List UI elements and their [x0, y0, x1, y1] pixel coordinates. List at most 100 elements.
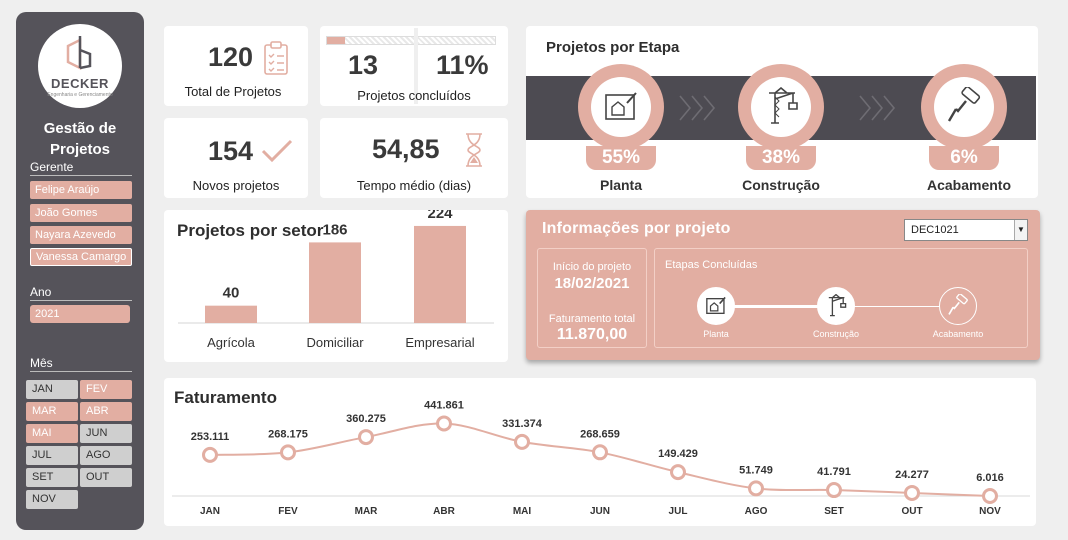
data-point: [670, 464, 686, 481]
crane-icon: [828, 294, 847, 317]
project-select-value: DEC1021: [911, 224, 959, 236]
stage-construcao-label: Construção: [742, 177, 820, 193]
data-point: [748, 480, 764, 497]
data-label: 253.111: [191, 431, 230, 443]
data-point: [826, 482, 842, 499]
clipboard-icon: [264, 41, 288, 75]
step-construcao: [817, 287, 855, 325]
ano-label: Ano: [30, 285, 132, 301]
data-label: 441.861: [424, 400, 464, 412]
faturamento-card: Faturamento 253.111 JAN 268.175 FEV 360.275 M…: [164, 378, 1036, 526]
month-button-nov[interactable]: NOV: [26, 490, 78, 509]
faturamento-line-chart: 253.111 JAN 268.175 FEV 360.275 MAR 441.861 ABR…: [172, 400, 1030, 517]
inicio-value: 18/02/2021: [554, 275, 630, 292]
month-button-jan[interactable]: JAN: [26, 380, 78, 399]
bar-1: [309, 242, 361, 323]
etapas-card: Projetos por Etapa 55% Planta 38% Constr…: [526, 26, 1038, 198]
data-point: [982, 487, 998, 504]
card-divider: [414, 28, 418, 104]
stage-planta: [578, 64, 664, 150]
sidebar-title: Gestão de Projetos: [43, 120, 117, 158]
chevron-down-icon[interactable]: ▼: [1014, 220, 1027, 240]
stage-acabamento-pct: 6%: [929, 146, 999, 170]
kpi-concluidos-card: 13 11% Projetos concluídos: [320, 26, 508, 106]
bar-category-label: Empresarial: [405, 335, 474, 350]
kpi-concluidos-label: Projetos concluídos: [357, 88, 471, 103]
paint-roller-icon: [948, 294, 968, 315]
month-button-mar[interactable]: MAR: [26, 402, 78, 421]
logo: DECKER Engenharia e Gerenciamento: [38, 24, 122, 108]
progress-line-done: [717, 305, 837, 308]
bar-value-label: 224: [427, 210, 453, 222]
step-acabamento: [939, 287, 977, 325]
etapas-concluidas-label: Etapas Concluídas: [665, 259, 758, 271]
ano-filter-item[interactable]: 2021: [30, 305, 130, 323]
data-label: 268.659: [580, 428, 620, 440]
hourglass-icon: [466, 133, 482, 167]
x-tick-label: JAN: [200, 506, 220, 517]
gerente-filter-item[interactable]: Vanessa Camargo: [30, 248, 132, 266]
data-label: 149.429: [658, 448, 698, 460]
kpi-novos-value: 154: [208, 136, 254, 166]
month-button-ago[interactable]: AGO: [80, 446, 132, 465]
kpi-concluidos-pct: 11%: [436, 50, 489, 80]
gerente-filter-item[interactable]: Nayara Azevedo: [30, 226, 132, 244]
kpi-tempo-card: 54,85 Tempo médio (dias): [320, 118, 508, 198]
info-title: Informações por projeto: [542, 220, 731, 237]
inicio-label: Início do projeto: [552, 261, 632, 273]
month-button-jun[interactable]: JUN: [80, 424, 132, 443]
data-point: [358, 429, 374, 446]
month-button-fev[interactable]: FEV: [80, 380, 132, 399]
month-button-jul[interactable]: JUL: [26, 446, 78, 465]
month-button-out[interactable]: OUT: [80, 468, 132, 487]
kpi-novos-label: Novos projetos: [192, 178, 280, 193]
kpi-total-value: 120: [208, 42, 254, 72]
step-acabamento-label: Acabamento: [932, 329, 984, 339]
crane-icon: [769, 87, 798, 124]
chevrons-icon: [859, 95, 896, 121]
x-tick-label: JUN: [590, 506, 610, 517]
kpi-concluidos-value: 13: [348, 50, 379, 80]
data-label: 41.791: [817, 466, 851, 478]
data-point: [592, 444, 608, 461]
x-tick-label: OUT: [901, 506, 922, 517]
kpi-total-label: Total de Projetos: [184, 84, 282, 99]
bar-0: [205, 305, 257, 323]
progress-line-pending: [837, 306, 957, 307]
gerente-filter-item[interactable]: Felipe Araújo: [30, 181, 132, 199]
stage-construcao-pct: 38%: [746, 146, 816, 170]
brand-name: DECKER: [51, 76, 109, 91]
faturamento-title: Faturamento: [174, 388, 277, 407]
x-tick-label: NOV: [979, 506, 1001, 517]
month-button-mai[interactable]: MAI: [26, 424, 78, 443]
bar-2: [414, 225, 466, 323]
bar-value-label: 40: [223, 285, 240, 302]
gerente-label: Gerente: [30, 160, 132, 176]
data-point: [280, 444, 296, 461]
stage-planta-label: Planta: [599, 177, 642, 193]
faturamento-total-label: Faturamento total: [548, 313, 636, 325]
concluidos-progress-track: [326, 36, 496, 45]
data-point: [202, 446, 218, 463]
paint-roller-icon: [947, 87, 981, 122]
kpi-total-card: 120 Total de Projetos: [164, 26, 308, 106]
x-tick-label: ABR: [433, 506, 455, 517]
month-button-abr[interactable]: ABR: [80, 402, 132, 421]
stage-acabamento-label: Acabamento: [926, 177, 1012, 193]
gerente-filter-item[interactable]: João Gomes: [30, 204, 132, 222]
bar-category-label: Agrícola: [207, 335, 255, 350]
project-select[interactable]: DEC1021 ▼: [904, 219, 1028, 241]
blueprint-icon: [706, 296, 726, 315]
x-tick-label: MAR: [355, 506, 379, 517]
kpi-tempo-label: Tempo médio (dias): [356, 178, 472, 193]
step-planta-label: Planta: [703, 329, 729, 339]
month-button-set[interactable]: SET: [26, 468, 78, 487]
bar-value-label: 186: [322, 221, 347, 238]
step-planta: [697, 287, 735, 325]
data-label: 51.749: [739, 464, 773, 476]
stage-acabamento: [921, 64, 1007, 150]
faturamento-total-value: 11.870,00: [556, 326, 628, 343]
kpi-tempo-value: 54,85: [372, 134, 440, 164]
x-tick-label: MAI: [513, 506, 532, 517]
data-label: 6.016: [976, 472, 1004, 484]
